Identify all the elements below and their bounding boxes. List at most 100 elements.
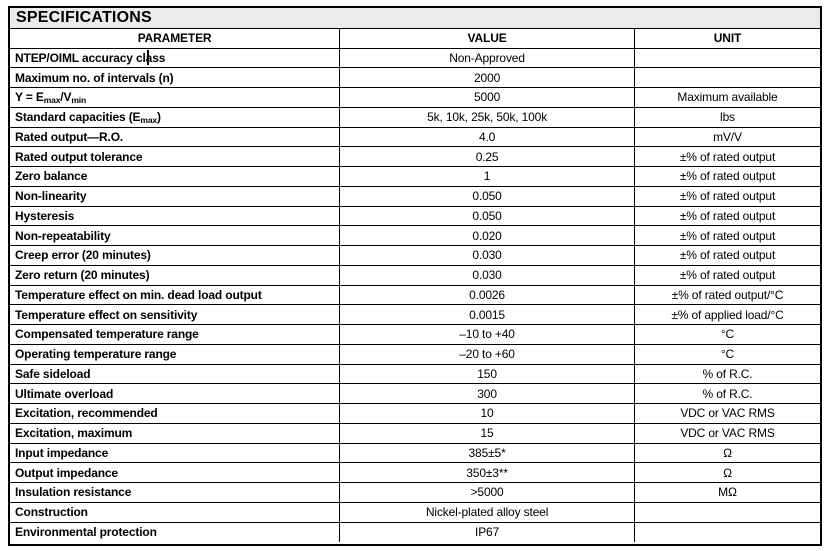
parameter-cell: Rated output tolerance	[10, 146, 341, 167]
unit-cell: % of R.C.	[633, 363, 820, 385]
table-row: Insulation resistance >5000 MΩ	[10, 482, 820, 503]
unit-cell: ±% of applied load/°C	[633, 304, 820, 325]
parameter-cell: Zero return (20 minutes)	[10, 264, 341, 286]
parameter-cell: Rated output—R.O.	[10, 126, 341, 148]
table-row: Temperature effect on min. dead load out…	[10, 284, 820, 306]
value-cell: 5k, 10k, 25k, 50k, 100k	[339, 106, 635, 128]
table-title: SPECIFICATIONS	[10, 8, 820, 29]
unit-cell	[633, 521, 820, 542]
table-row: Maximum no. of intervals (n) 2000	[10, 67, 820, 88]
table-row: Environmental protection IP67	[10, 521, 820, 542]
unit-cell: ±% of rated output	[633, 166, 820, 187]
column-header-value: VALUE	[339, 29, 635, 49]
table-row: Non-linearity 0.050 ±% of rated output	[10, 185, 820, 207]
parameter-cell: Operating temperature range	[10, 343, 341, 365]
table-row: Safe sideload 150% of R.C.	[10, 363, 820, 385]
unit-cell: VDC or VAC RMS	[633, 422, 820, 444]
column-header-parameter: PARAMETER	[10, 29, 341, 49]
unit-cell	[633, 67, 820, 88]
value-cell: 2000	[339, 67, 635, 88]
unit-cell	[633, 47, 820, 69]
parameter-cell: Temperature effect on sensitivity	[10, 304, 341, 325]
value-cell: 15	[339, 422, 635, 444]
value-cell: Nickel-plated alloy steel	[339, 501, 635, 523]
parameter-cell: Excitation, maximum	[10, 422, 341, 444]
unit-cell: % of R.C.	[633, 383, 820, 404]
unit-cell: °C	[633, 324, 820, 345]
table-row: Output impedance 350±3** Ω	[10, 462, 820, 483]
value-cell: 0.25	[339, 146, 635, 167]
unit-cell: Maximum available	[633, 87, 820, 108]
parameter-cell: Compensated temperature range	[10, 324, 341, 345]
table-row: Compensated temperature range –10 to +40 °…	[10, 324, 820, 345]
parameter-cell: Y = Emax/Vmin	[10, 87, 341, 108]
table-row: NTEP/OIML accuracy class Non-Approved	[10, 47, 820, 69]
value-cell: 0.0026	[339, 284, 635, 306]
unit-cell: ±% of rated output	[633, 146, 820, 167]
unit-cell: Ω	[633, 462, 820, 483]
unit-cell: ±% of rated output/°C	[633, 284, 820, 306]
value-cell: 350±3**	[339, 462, 635, 483]
table-row: Non-repeatability 0.020 ±% of rated output	[10, 225, 820, 246]
parameter-cell: Maximum no. of intervals (n)	[10, 67, 341, 88]
parameter-cell: Non-linearity	[10, 185, 341, 207]
table-row: Ultimate overload 300% of R.C.	[10, 383, 820, 404]
parameter-cell: Creep error (20 minutes)	[10, 245, 341, 266]
parameter-cell: Construction	[10, 501, 341, 523]
spec-table: PARAMETER VALUE UNIT NTEP/OIML accuracy …	[10, 29, 820, 542]
value-cell: 5000	[339, 87, 635, 108]
value-cell: 0.030	[339, 245, 635, 266]
value-cell: 0.020	[339, 225, 635, 246]
table-row: Standard capacities (Emax) 5k, 10k, 25k, …	[10, 106, 820, 128]
parameter-cell: Output impedance	[10, 462, 341, 483]
specifications-table: SPECIFICATIONS PARAMETER VALUE UNIT NTEP…	[8, 6, 822, 546]
value-cell: 4.0	[339, 126, 635, 148]
value-cell: IP67	[339, 521, 635, 542]
value-cell: 300	[339, 383, 635, 404]
spec-table-body: NTEP/OIML accuracy class Non-Approved Maxi…	[10, 47, 820, 542]
parameter-cell: Safe sideload	[10, 363, 341, 385]
parameter-cell: NTEP/OIML accuracy class	[10, 47, 341, 69]
parameter-cell: Input impedance	[10, 442, 341, 464]
unit-cell: ±% of rated output	[633, 185, 820, 207]
unit-cell: ±% of rated output	[633, 205, 820, 227]
table-row: Rated output tolerance 0.25 ±% of rated ou…	[10, 146, 820, 167]
table-row: Input impedance 385±5* Ω	[10, 442, 820, 464]
parameter-cell: Environmental protection	[10, 521, 341, 542]
text-cursor	[147, 50, 149, 65]
parameter-cell: Insulation resistance	[10, 482, 341, 503]
table-row: Construction Nickel-plated alloy steel	[10, 501, 820, 523]
header-row: PARAMETER VALUE UNIT	[10, 29, 820, 49]
value-cell: >5000	[339, 482, 635, 503]
unit-cell: VDC or VAC RMS	[633, 403, 820, 424]
table-row: Zero return (20 minutes) 0.030 ±% of rated…	[10, 264, 820, 286]
table-row: Excitation, recommended 10 VDC or VAC RMS	[10, 403, 820, 424]
table-row: Zero balance 1 ±% of rated output	[10, 166, 820, 187]
table-row: Creep error (20 minutes) 0.030 ±% of rated…	[10, 245, 820, 266]
unit-cell: lbs	[633, 106, 820, 128]
value-cell: 0.030	[339, 264, 635, 286]
value-cell: 0.050	[339, 205, 635, 227]
table-row: Rated output—R.O. 4.0 mV/V	[10, 126, 820, 148]
unit-cell	[633, 501, 820, 523]
value-cell: 150	[339, 363, 635, 385]
unit-cell: ±% of rated output	[633, 225, 820, 246]
value-cell: 385±5*	[339, 442, 635, 464]
table-row: Excitation, maximum 15 VDC or VAC RMS	[10, 422, 820, 444]
value-cell: 0.050	[339, 185, 635, 207]
value-cell: 0.0015	[339, 304, 635, 325]
parameter-cell: Ultimate overload	[10, 383, 341, 404]
parameter-cell: Excitation, recommended	[10, 403, 341, 424]
value-cell: Non-Approved	[339, 47, 635, 69]
parameter-cell: Standard capacities (Emax)	[10, 106, 341, 128]
table-row: Operating temperature range –20 to +60 °C	[10, 343, 820, 365]
unit-cell: Ω	[633, 442, 820, 464]
value-cell: 10	[339, 403, 635, 424]
parameter-cell: Zero balance	[10, 166, 341, 187]
parameter-cell: Temperature effect on min. dead load out…	[10, 284, 341, 306]
column-header-unit: UNIT	[633, 29, 820, 49]
table-row: Y = Emax/Vmin 5000 Maximum available	[10, 87, 820, 108]
value-cell: –10 to +40	[339, 324, 635, 345]
value-cell: –20 to +60	[339, 343, 635, 365]
